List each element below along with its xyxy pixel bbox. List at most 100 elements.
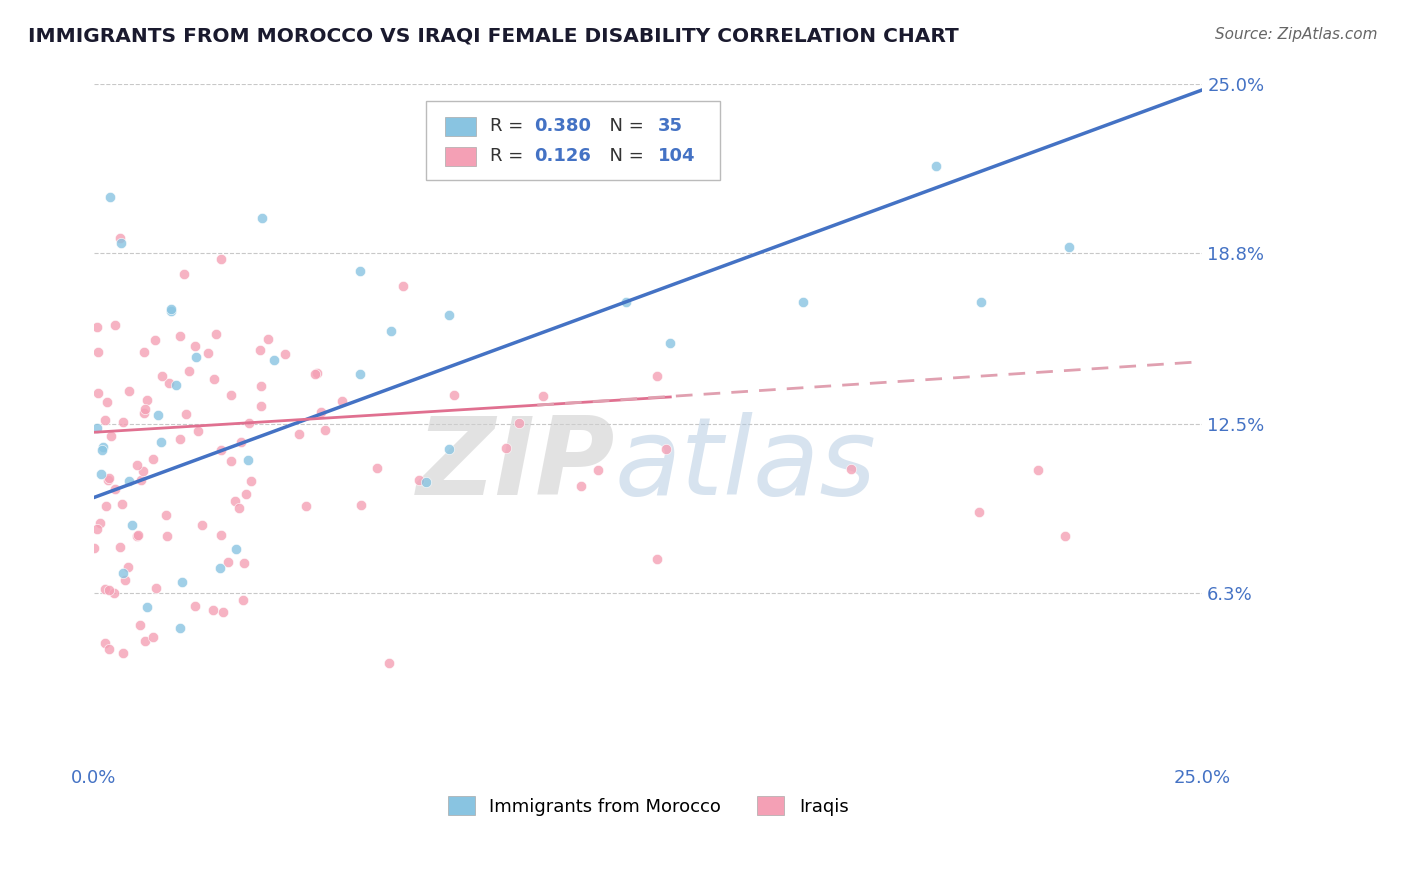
Point — [378, 657, 401, 671]
Point — [97, 471, 120, 485]
Point — [87, 386, 110, 401]
Point — [108, 541, 131, 555]
Point — [89, 516, 111, 531]
Point — [97, 473, 120, 487]
Point — [143, 333, 166, 347]
Point — [1026, 463, 1049, 477]
Legend: Immigrants from Morocco, Iraqis: Immigrants from Morocco, Iraqis — [440, 789, 856, 822]
Point — [184, 599, 207, 613]
Point — [132, 345, 155, 359]
FancyBboxPatch shape — [426, 102, 720, 179]
Point — [149, 434, 172, 449]
Point — [155, 508, 177, 522]
Point — [103, 586, 125, 600]
Point — [187, 425, 209, 439]
Point — [211, 605, 233, 619]
Point — [136, 599, 159, 614]
Point — [586, 463, 609, 477]
Point — [437, 442, 460, 456]
Point — [111, 498, 134, 512]
Point — [309, 404, 332, 418]
Point — [159, 301, 181, 316]
FancyBboxPatch shape — [446, 117, 477, 136]
Point — [1059, 240, 1081, 254]
Point — [83, 541, 105, 556]
Point — [655, 442, 678, 457]
Point — [111, 566, 134, 580]
Point — [659, 335, 682, 350]
Point — [86, 522, 108, 536]
Point — [443, 388, 465, 402]
Point — [110, 235, 132, 250]
Text: 35: 35 — [658, 117, 683, 136]
Text: atlas: atlas — [614, 412, 877, 517]
Point — [150, 368, 173, 383]
Point — [201, 603, 224, 617]
Point — [208, 560, 231, 574]
Point — [86, 319, 108, 334]
Point — [349, 367, 371, 381]
Point — [97, 641, 120, 656]
Point — [645, 369, 668, 384]
Point — [250, 378, 273, 392]
Point — [96, 395, 118, 409]
Point — [287, 427, 309, 442]
Point — [134, 401, 156, 416]
Point — [217, 555, 239, 569]
Point — [94, 413, 117, 427]
Point — [645, 552, 668, 566]
Point — [127, 528, 149, 542]
Point — [209, 527, 232, 541]
Point — [129, 618, 152, 632]
Point — [236, 453, 259, 467]
Point — [156, 529, 179, 543]
Point — [177, 363, 200, 377]
Point — [184, 350, 207, 364]
Text: N =: N = — [599, 117, 650, 136]
Point — [114, 573, 136, 587]
Point — [233, 556, 256, 570]
Point — [969, 294, 991, 309]
Point — [225, 541, 247, 556]
Point — [104, 318, 127, 333]
Point — [330, 393, 353, 408]
Point — [87, 344, 110, 359]
Point — [100, 429, 122, 443]
Point — [112, 646, 135, 660]
Point — [569, 479, 592, 493]
Point — [349, 264, 371, 278]
Point — [108, 231, 131, 245]
Point — [209, 252, 232, 267]
Point — [125, 529, 148, 543]
Point — [169, 432, 191, 446]
Point — [98, 190, 121, 204]
Text: 0.126: 0.126 — [534, 147, 591, 165]
Point — [169, 621, 191, 635]
Point — [127, 458, 149, 472]
Point — [295, 499, 318, 513]
Point — [117, 474, 139, 488]
Point — [157, 376, 180, 390]
Point — [274, 347, 297, 361]
Point — [263, 352, 285, 367]
Point — [366, 460, 388, 475]
Text: 104: 104 — [658, 147, 696, 165]
Point — [97, 583, 120, 598]
Point — [145, 581, 167, 595]
Point — [91, 443, 114, 458]
Point — [104, 482, 127, 496]
Point — [121, 518, 143, 533]
Point — [94, 499, 117, 513]
Point — [408, 473, 430, 487]
Point — [841, 462, 863, 476]
Point — [314, 423, 336, 437]
Text: ZIP: ZIP — [416, 412, 614, 518]
Point — [232, 593, 254, 607]
Point — [437, 309, 460, 323]
Point — [86, 420, 108, 434]
Point — [202, 372, 225, 386]
Point — [165, 378, 187, 392]
Point — [112, 415, 135, 429]
Point — [132, 464, 155, 478]
Point — [173, 267, 195, 281]
